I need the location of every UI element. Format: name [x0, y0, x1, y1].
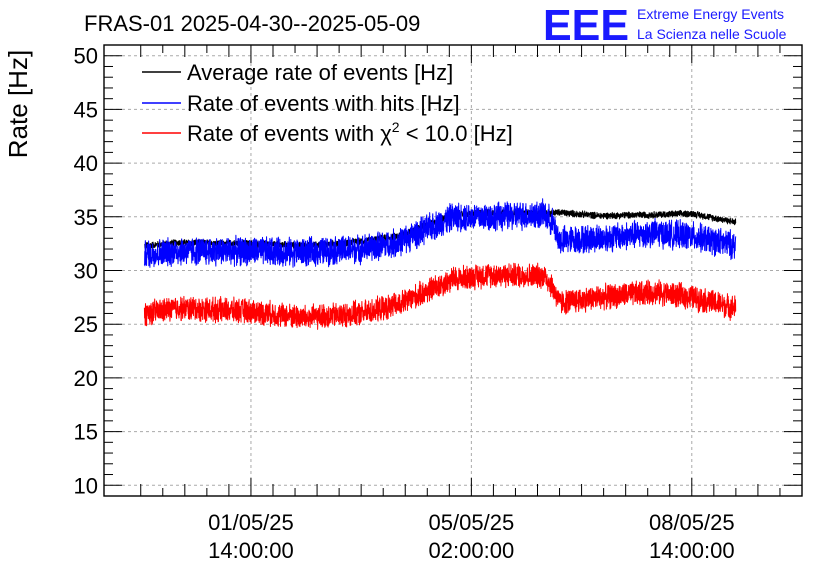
- eee-logo-mark: EEE: [543, 1, 629, 50]
- legend-label-hits: Rate of events with hits [Hz]: [187, 91, 460, 116]
- legend: Average rate of events [Hz] Rate of even…: [142, 60, 513, 146]
- y-tick-label-15: 15: [74, 420, 98, 445]
- legend-label-average: Average rate of events [Hz]: [187, 60, 453, 85]
- grid-lines: [104, 45, 802, 496]
- y-axis: 10 15 20 25 30 35 40 45 50: [74, 44, 802, 498]
- y-tick-label-10: 10: [74, 473, 98, 498]
- legend-label-chi2-rest: < 10.0 [Hz]: [400, 121, 513, 146]
- legend-label-chi2-sup: 2: [392, 119, 400, 135]
- legend-label-chi2-main: Rate of events with: [187, 121, 374, 146]
- y-tick-label-35: 35: [74, 205, 98, 230]
- series-rate-with-hits: [143, 198, 737, 268]
- x-tick-label-time-0: 14:00:00: [208, 538, 294, 563]
- y-tick-label-50: 50: [74, 44, 98, 69]
- x-tick-label-date-2: 08/05/25: [649, 510, 735, 535]
- y-tick-label-25: 25: [74, 312, 98, 337]
- y-tick-label-30: 30: [74, 259, 98, 284]
- series-layer: [143, 198, 737, 330]
- x-tick-label-date-0: 01/05/25: [208, 510, 294, 535]
- legend-label-chi2-symbol: χ: [380, 121, 392, 146]
- logo-line-2: La Scienza nelle Scuole: [637, 26, 787, 42]
- y-tick-label-20: 20: [74, 366, 98, 391]
- series-rate-chi2: [143, 262, 737, 330]
- x-tick-label-date-1: 05/05/25: [429, 510, 515, 535]
- y-tick-label-40: 40: [74, 151, 98, 176]
- x-tick-label-time-2: 14:00:00: [649, 538, 735, 563]
- y-tick-label-45: 45: [74, 97, 98, 122]
- eee-logo: EEE Extreme Energy Events La Scienza nel…: [543, 1, 787, 50]
- logo-line-1: Extreme Energy Events: [637, 6, 784, 22]
- y-axis-label: Rate [Hz]: [3, 50, 33, 158]
- x-axis: 01/05/25 14:00:00 05/05/25 02:00:00 08/05/25…: [140, 45, 781, 563]
- chart-title: FRAS-01 2025-04-30--2025-05-09: [84, 11, 420, 36]
- legend-label-chi2: Rate of events with χ2 < 10.0 [Hz]: [187, 119, 513, 146]
- x-tick-label-time-1: 02:00:00: [429, 538, 515, 563]
